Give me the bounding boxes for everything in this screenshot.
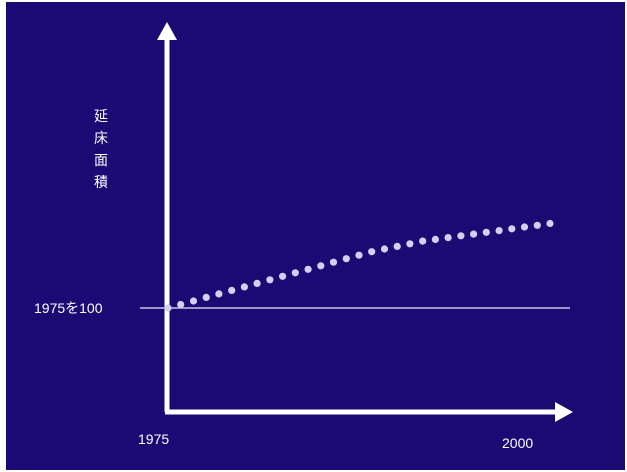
- baseline-label: 1975を100: [34, 300, 103, 316]
- data-point: [520, 223, 529, 231]
- x-tick-label-end: 2000: [502, 435, 533, 451]
- data-point: [266, 276, 274, 284]
- data-point: [380, 245, 389, 253]
- data-point: [368, 248, 376, 256]
- data-point: [393, 242, 401, 250]
- data-point: [228, 286, 236, 294]
- data-point: [533, 221, 541, 229]
- data-point: [215, 290, 223, 298]
- x-tick-label-start: 1975: [138, 431, 169, 447]
- data-point: [470, 230, 478, 238]
- data-point: [457, 232, 465, 240]
- data-point: [431, 235, 439, 243]
- data-point: [546, 219, 554, 228]
- y-axis-arrow: [157, 22, 177, 40]
- data-point: [279, 272, 287, 280]
- data-point: [508, 225, 516, 233]
- y-axis-label-char: 延: [94, 108, 108, 124]
- data-points: [164, 219, 554, 312]
- data-point: [304, 265, 312, 273]
- data-point: [342, 255, 350, 263]
- data-point: [329, 258, 338, 266]
- data-point: [317, 262, 325, 270]
- chart-background: [6, 2, 625, 470]
- data-point: [355, 251, 363, 259]
- data-point: [291, 269, 299, 277]
- data-point: [240, 283, 248, 291]
- data-point: [495, 227, 503, 235]
- data-point: [419, 237, 427, 245]
- data-point: [177, 300, 185, 309]
- y-axis-label-char: 面: [94, 152, 108, 168]
- data-point: [189, 297, 198, 305]
- data-point: [253, 279, 261, 287]
- data-point: [164, 304, 172, 312]
- data-point: [482, 228, 490, 236]
- x-axis-arrow: [555, 402, 573, 422]
- data-point: [406, 240, 414, 248]
- y-axis-label-char: 床: [94, 130, 108, 146]
- y-axis-label-char: 積: [94, 174, 108, 190]
- data-point: [444, 234, 452, 242]
- data-point: [202, 293, 210, 301]
